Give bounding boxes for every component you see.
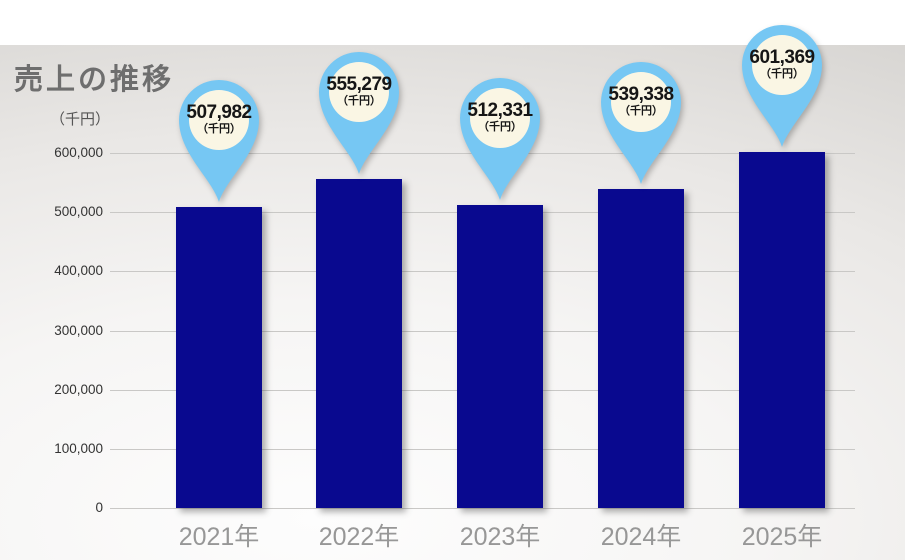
pin-text: 601,369 （千円） xyxy=(742,35,822,95)
pin-unit-label: （千円） xyxy=(478,121,522,134)
pin-value: 539,338 xyxy=(608,84,674,106)
pin-value: 555,279 xyxy=(326,74,392,96)
pin-text: 555,279 （千円） xyxy=(319,62,399,122)
y-tick-label-300000: 300,000 xyxy=(54,323,103,338)
map-pin-icon xyxy=(742,25,822,147)
bar-2025 xyxy=(739,152,825,508)
y-tick-label-500000: 500,000 xyxy=(54,204,103,219)
value-pin-2025: 601,369 （千円） xyxy=(737,23,827,149)
bar-2022 xyxy=(316,179,402,508)
map-pin-icon xyxy=(460,78,540,200)
y-tick-label-600000: 600,000 xyxy=(54,145,103,160)
x-axis-label-2023: 2023年 xyxy=(459,523,541,551)
gridline-0 xyxy=(110,508,855,509)
y-axis-unit-label: （千円） xyxy=(50,111,111,128)
value-pin-2021: 507,982 （千円） xyxy=(174,78,264,204)
x-axis-label-2025: 2025年 xyxy=(741,523,823,551)
y-tick-label-100000: 100,000 xyxy=(54,441,103,456)
pin-unit-label: （千円） xyxy=(197,123,241,136)
x-axis-label-2022: 2022年 xyxy=(318,523,400,551)
pin-unit-label: （千円） xyxy=(760,68,804,81)
y-tick-label-200000: 200,000 xyxy=(54,382,103,397)
pin-text: 507,982 （千円） xyxy=(179,90,259,150)
y-tick-label-0: 0 xyxy=(95,500,103,515)
pin-text: 539,338 （千円） xyxy=(601,72,681,132)
pin-unit-label: （千円） xyxy=(337,95,381,108)
y-tick-label-400000: 400,000 xyxy=(54,263,103,278)
x-axis-label-2021: 2021年 xyxy=(178,523,260,551)
pin-unit-label: （千円） xyxy=(619,105,663,118)
value-pin-2022: 555,279 （千円） xyxy=(314,50,404,176)
pin-value: 512,331 xyxy=(467,100,533,122)
value-pin-2024: 539,338 （千円） xyxy=(596,60,686,186)
pin-value: 601,369 xyxy=(749,47,815,69)
x-axis-label-2024: 2024年 xyxy=(600,523,682,551)
map-pin-icon xyxy=(319,52,399,174)
value-pin-2023: 512,331 （千円） xyxy=(455,76,545,202)
bar-2021 xyxy=(176,207,262,508)
bar-2024 xyxy=(598,189,684,508)
pin-text: 512,331 （千円） xyxy=(460,88,540,148)
map-pin-icon xyxy=(179,80,259,202)
chart-title: 売上の推移 xyxy=(14,64,175,96)
bar-2023 xyxy=(457,205,543,508)
map-pin-icon xyxy=(601,62,681,184)
pin-value: 507,982 xyxy=(186,102,252,124)
